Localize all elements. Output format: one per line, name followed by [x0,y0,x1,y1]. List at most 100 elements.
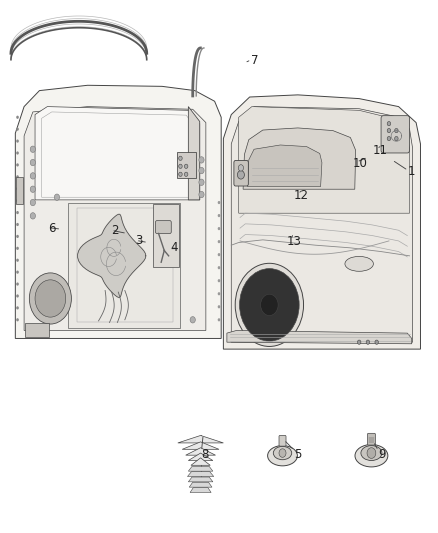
Circle shape [387,122,391,126]
Circle shape [190,317,195,323]
Circle shape [235,263,304,346]
Text: 12: 12 [294,189,309,202]
Text: 13: 13 [287,235,302,248]
Circle shape [30,173,35,179]
Polygon shape [247,145,322,187]
Circle shape [184,164,188,168]
Polygon shape [239,107,410,213]
Circle shape [16,163,19,166]
Circle shape [218,292,220,295]
Polygon shape [186,448,215,455]
FancyBboxPatch shape [381,116,410,153]
Circle shape [16,116,19,119]
Circle shape [35,280,66,317]
FancyBboxPatch shape [367,433,375,445]
Circle shape [30,199,35,206]
Circle shape [199,167,204,174]
Polygon shape [191,458,210,465]
Circle shape [218,240,220,243]
Circle shape [16,223,19,226]
Circle shape [387,128,391,133]
Polygon shape [188,453,213,461]
Circle shape [395,128,398,133]
Polygon shape [78,214,146,297]
Text: 2: 2 [111,224,119,237]
Polygon shape [223,95,420,349]
Polygon shape [68,203,180,328]
FancyBboxPatch shape [25,323,49,337]
Polygon shape [187,472,214,477]
Circle shape [16,247,19,250]
Circle shape [16,318,19,321]
Circle shape [179,156,182,160]
Circle shape [218,201,220,204]
Circle shape [261,294,278,316]
Circle shape [30,146,35,152]
Text: 11: 11 [373,144,388,157]
Circle shape [16,235,19,238]
Circle shape [240,269,299,341]
Ellipse shape [345,256,373,271]
Circle shape [16,211,19,214]
Circle shape [16,187,19,190]
Text: 5: 5 [294,448,301,461]
Polygon shape [231,107,413,342]
Circle shape [16,175,19,179]
Circle shape [30,186,35,192]
Ellipse shape [355,445,388,467]
Text: 7: 7 [251,54,259,67]
Circle shape [218,266,220,269]
Circle shape [16,151,19,155]
Circle shape [179,172,182,176]
Circle shape [218,214,220,217]
Circle shape [199,179,204,185]
Circle shape [366,340,370,344]
Polygon shape [190,488,211,492]
Text: 10: 10 [353,157,367,170]
FancyBboxPatch shape [155,221,171,233]
Circle shape [387,136,391,141]
Ellipse shape [273,446,292,459]
Circle shape [30,159,35,166]
Text: 9: 9 [378,448,386,461]
Circle shape [184,172,188,176]
Circle shape [218,305,220,309]
Circle shape [54,194,60,200]
Polygon shape [189,482,212,487]
Circle shape [199,157,204,163]
Circle shape [218,279,220,282]
Text: 1: 1 [408,165,416,178]
Text: 3: 3 [136,235,143,247]
Polygon shape [188,107,200,200]
Ellipse shape [268,446,297,466]
FancyBboxPatch shape [177,152,196,178]
Polygon shape [16,177,23,204]
FancyBboxPatch shape [279,435,286,446]
Circle shape [238,165,244,171]
Circle shape [16,294,19,297]
Circle shape [16,271,19,274]
Circle shape [16,140,19,143]
Circle shape [237,171,244,179]
Polygon shape [188,477,213,482]
Circle shape [30,213,35,219]
Polygon shape [227,330,412,344]
Circle shape [29,273,71,324]
Circle shape [218,318,220,321]
Circle shape [357,340,361,344]
Text: 8: 8 [201,448,208,461]
Polygon shape [35,107,200,200]
Text: 6: 6 [48,222,56,235]
Text: 4: 4 [170,241,178,254]
Polygon shape [153,204,179,266]
Circle shape [218,227,220,230]
Circle shape [199,191,204,198]
Circle shape [16,127,19,131]
Polygon shape [188,466,213,471]
Polygon shape [182,442,219,449]
Circle shape [179,164,182,168]
Circle shape [16,199,19,202]
Circle shape [16,259,19,262]
FancyBboxPatch shape [234,160,248,186]
Circle shape [395,136,398,141]
